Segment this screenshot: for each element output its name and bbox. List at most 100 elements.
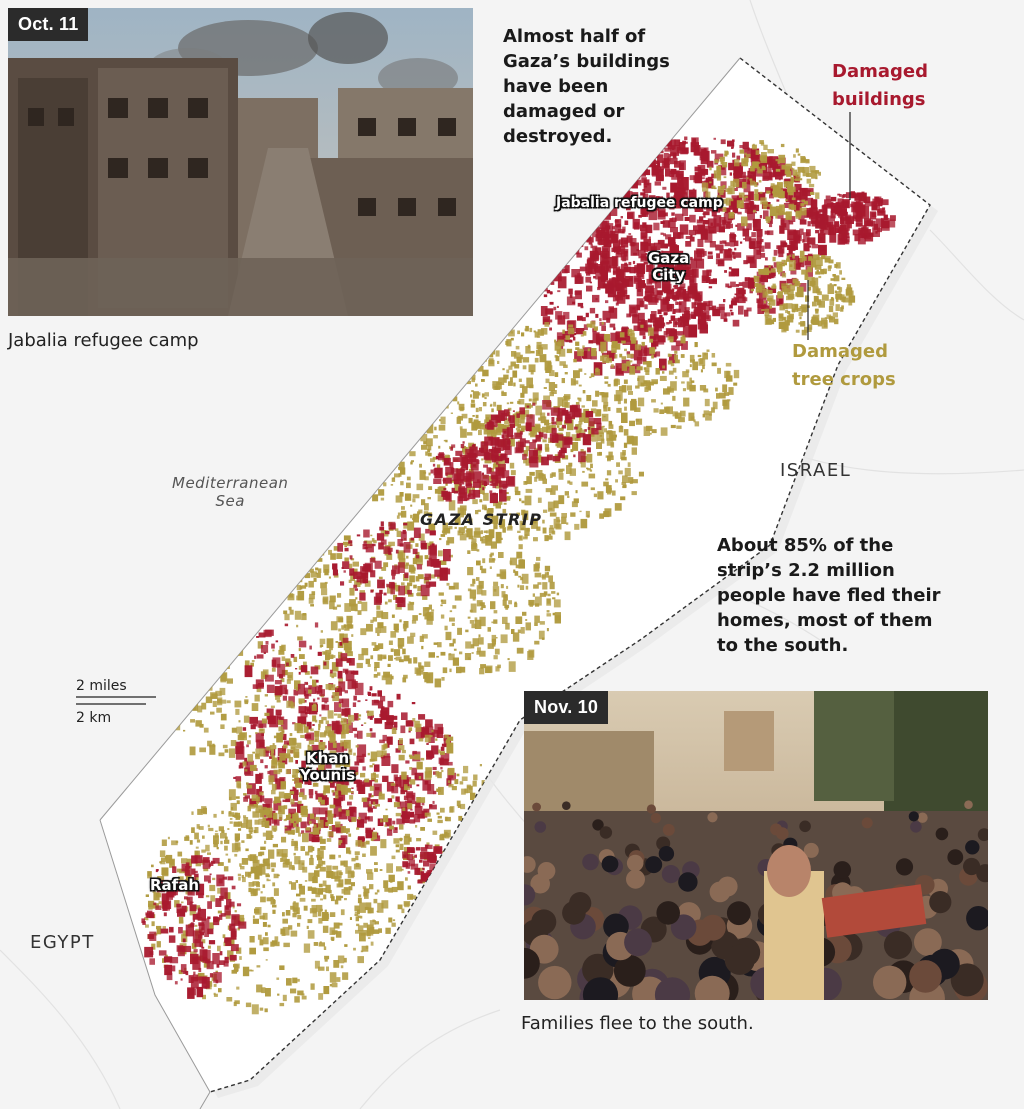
- damaged-crop-mark: [384, 888, 389, 892]
- damaged-crop-mark: [158, 901, 162, 905]
- damaged-building-mark: [557, 451, 563, 457]
- damaged-crop-mark: [778, 313, 784, 321]
- damaged-crop-mark: [624, 467, 631, 477]
- damaged-building-mark: [855, 222, 863, 227]
- damaged-crop-mark: [418, 509, 423, 514]
- damaged-crop-mark: [343, 860, 348, 867]
- damaged-building-mark: [674, 284, 679, 290]
- damaged-building-mark: [301, 830, 305, 834]
- damaged-crop-mark: [702, 413, 705, 418]
- damaged-crop-mark: [384, 601, 388, 605]
- damaged-crop-mark: [503, 502, 507, 505]
- damaged-building-mark: [353, 713, 359, 721]
- damaged-building-mark: [551, 427, 557, 434]
- damaged-building-mark: [573, 426, 578, 430]
- damaged-crop-mark: [603, 415, 606, 418]
- damaged-building-mark: [709, 241, 716, 248]
- damaged-crop-mark: [369, 785, 375, 791]
- damaged-crop-mark: [324, 569, 329, 576]
- damaged-building-mark: [433, 771, 437, 775]
- damaged-crop-mark: [334, 876, 341, 882]
- damaged-crop-mark: [493, 581, 499, 587]
- damaged-crop-mark: [591, 433, 598, 442]
- damaged-crop-mark: [532, 593, 535, 597]
- damaged-crop-mark: [394, 528, 399, 531]
- damaged-crop-mark: [496, 404, 502, 411]
- damaged-building-mark: [763, 169, 767, 174]
- damaged-crop-mark: [289, 791, 295, 795]
- damaged-crop-mark: [441, 677, 445, 681]
- damaged-crop-mark: [405, 426, 410, 432]
- damaged-building-mark: [620, 176, 628, 182]
- damaged-building-mark: [207, 916, 211, 920]
- damaged-building-mark: [676, 274, 684, 284]
- damaged-building-mark: [349, 819, 353, 823]
- damaged-building-mark: [626, 206, 631, 211]
- damaged-building-mark: [719, 240, 723, 244]
- damaged-building-mark: [844, 238, 850, 243]
- damaged-crop-mark: [414, 754, 420, 760]
- damaged-crop-mark: [324, 955, 330, 960]
- damaged-crop-mark: [682, 371, 689, 378]
- damaged-crop-mark: [714, 159, 719, 164]
- damaged-building-mark: [515, 441, 524, 453]
- damaged-crop-mark: [754, 182, 758, 187]
- damaged-building-mark: [641, 177, 647, 183]
- damaged-building-mark: [551, 417, 555, 422]
- damaged-building-mark: [682, 317, 690, 327]
- damaged-crop-mark: [611, 344, 617, 353]
- damaged-crop-mark: [481, 538, 488, 544]
- damaged-building-mark: [702, 270, 710, 281]
- damaged-building-mark: [353, 571, 362, 579]
- damaged-crop-mark: [316, 573, 321, 578]
- damaged-building-mark: [677, 287, 683, 292]
- damaged-crop-mark: [760, 197, 767, 205]
- damaged-crop-mark: [271, 835, 274, 838]
- damaged-building-mark: [489, 481, 493, 484]
- damaged-crop-mark: [420, 797, 426, 803]
- damaged-building-mark: [348, 540, 353, 544]
- damaged-crop-mark: [644, 380, 648, 384]
- damaged-crop-mark: [285, 910, 291, 916]
- damaged-crop-mark: [423, 511, 429, 516]
- damaged-building-mark: [780, 219, 785, 226]
- damaged-crop-mark: [395, 584, 400, 592]
- damaged-crop-mark: [409, 451, 416, 457]
- damaged-crop-mark: [183, 886, 186, 891]
- damaged-building-mark: [642, 356, 647, 362]
- damaged-building-mark: [614, 225, 622, 233]
- damaged-crop-mark: [763, 300, 766, 304]
- damaged-building-mark: [422, 876, 428, 883]
- damaged-building-mark: [613, 178, 622, 190]
- damaged-crop-mark: [529, 471, 535, 476]
- damaged-building-mark: [597, 276, 606, 289]
- damaged-crop-mark: [397, 881, 404, 891]
- damaged-building-mark: [275, 709, 282, 716]
- damaged-building-mark: [561, 409, 569, 416]
- damaged-crop-mark: [746, 177, 749, 180]
- damaged-building-mark: [589, 281, 592, 284]
- damaged-crop-mark: [217, 887, 222, 894]
- damaged-crop-mark: [542, 426, 548, 433]
- damaged-building-mark: [752, 148, 756, 153]
- damaged-crop-mark: [372, 442, 377, 450]
- damaged-crop-mark: [472, 780, 477, 787]
- damaged-building-mark: [678, 292, 687, 298]
- damaged-crop-mark: [805, 295, 810, 302]
- damaged-crop-mark: [294, 610, 302, 620]
- damaged-crop-mark: [730, 198, 734, 202]
- damaged-building-mark: [538, 446, 542, 450]
- damaged-building-mark: [341, 698, 350, 708]
- damaged-crop-mark: [248, 887, 252, 893]
- damaged-crop-mark: [380, 839, 387, 849]
- damaged-crop-mark: [197, 808, 203, 815]
- damaged-crop-mark: [488, 558, 495, 563]
- damaged-crop-mark: [336, 870, 342, 879]
- damaged-crop-mark: [515, 616, 523, 624]
- damaged-crop-mark: [799, 256, 804, 263]
- damaged-building-mark: [426, 742, 429, 745]
- damaged-building-mark: [670, 247, 675, 254]
- damaged-crop-mark: [706, 349, 710, 352]
- damaged-crop-mark: [495, 350, 500, 357]
- damaged-building-mark: [216, 964, 220, 968]
